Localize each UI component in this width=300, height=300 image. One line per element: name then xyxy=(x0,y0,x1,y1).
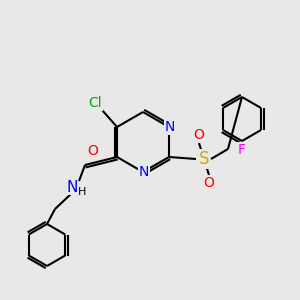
Text: N: N xyxy=(139,165,149,179)
Text: Cl: Cl xyxy=(88,96,102,110)
Text: N: N xyxy=(165,120,175,134)
Text: H: H xyxy=(78,187,86,197)
Text: F: F xyxy=(238,143,246,157)
Text: S: S xyxy=(199,150,209,168)
Text: O: O xyxy=(88,144,98,158)
Text: N: N xyxy=(66,179,78,194)
Text: O: O xyxy=(194,128,204,142)
Text: O: O xyxy=(203,176,214,190)
